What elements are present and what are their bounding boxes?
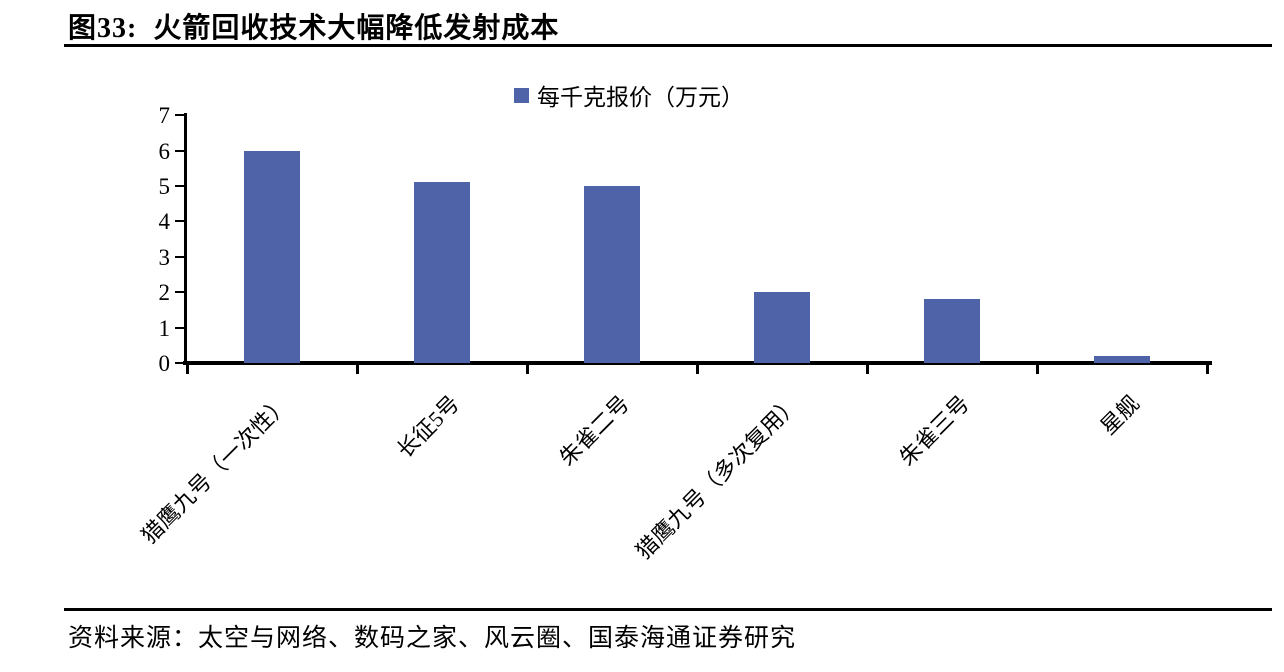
footer-divider [64,608,1272,611]
y-tick [175,220,184,223]
chart-legend: 每千克报价（万元） [514,78,744,112]
y-tick-label: 3 [158,244,171,270]
y-tick-label: 0 [158,351,171,376]
x-category-label: 长征5号 [392,390,465,463]
bar-0 [244,150,300,363]
legend-swatch-icon [514,87,529,103]
bar-1 [414,182,470,363]
bar-2 [584,186,640,363]
y-tick-label: 2 [158,280,171,306]
y-tick-label: 4 [158,209,171,235]
y-tick-label: 5 [158,174,171,199]
y-tick [175,149,184,152]
y-tick [175,114,184,117]
x-category-label: 朱雀二号 [554,390,635,471]
x-tick [866,365,869,374]
x-tick [1036,365,1039,374]
y-tick [175,362,184,364]
x-tick [356,365,359,374]
x-category-label: 猎鹰九号（多次复用） [631,390,805,564]
x-tick [186,365,189,374]
figure-number-label: 图33: [68,13,138,44]
x-tick [526,365,529,374]
figure-title: 图33: 火箭回收技术大幅降低发射成本 [68,6,559,46]
x-axis [183,361,1212,365]
legend-label: 每千克报价（万元） [537,85,744,110]
source-note: 资料来源：太空与网络、数码之家、风云圈、国泰海通证券研究 [68,625,797,652]
x-category-label: 猎鹰九号（一次性） [136,390,295,549]
y-tick [175,185,184,187]
title-divider [64,44,1272,47]
bar-4 [924,299,980,363]
figure-title-text: 火箭回收技术大幅降低发射成本 [153,13,560,44]
x-tick [696,365,699,374]
y-tick [175,255,184,258]
bar-5 [1094,355,1150,363]
x-category-label: 朱雀三号 [894,390,975,471]
y-tick-label: 1 [158,315,171,341]
bar-3 [754,292,810,363]
y-axis [184,113,187,365]
y-tick-label: 6 [158,138,171,164]
y-tick [175,291,184,294]
x-category-label: 星舰 [1095,390,1145,440]
y-tick-label: 7 [158,103,171,129]
y-tick [175,326,184,329]
x-tick [1206,365,1209,374]
